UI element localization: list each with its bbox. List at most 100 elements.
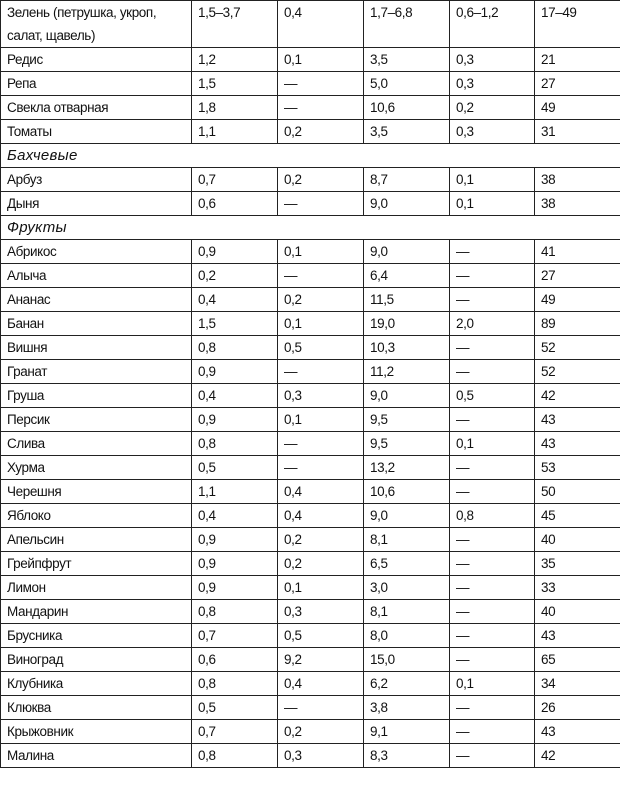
nutrition-table: Зелень (петрушка, укроп, салат, щавель) 1… [0, 0, 620, 768]
value-cell: 0,9 [191, 575, 278, 600]
value-cell: 0,4 [191, 287, 278, 312]
value-cell: — [277, 191, 364, 216]
value-cell: 9,0 [363, 191, 450, 216]
product-name-cell: Банан [0, 311, 192, 336]
value-cell: 42 [534, 383, 620, 408]
product-name-cell: Мандарин [0, 599, 192, 624]
value-cell: 2,0 [449, 311, 535, 336]
value-cell: — [449, 647, 535, 672]
value-cell: 6,2 [363, 671, 450, 696]
value-cell: 0,3 [449, 47, 535, 72]
value-cell: 0,7 [191, 719, 278, 744]
table-row: Клюква 0,5—3,8—26 [0, 695, 620, 720]
value-cell: — [449, 407, 535, 432]
product-name-cell: Слива [0, 431, 192, 456]
table-row: Лимон 0,9 0,1 3,0—33 [0, 575, 620, 600]
table-row: Виноград 0,6 9,2 15,0—65 [0, 647, 620, 672]
value-cell: 49 [534, 95, 620, 120]
table-row: Свекла отварная 1,8—10,6 0,2 49 [0, 95, 620, 120]
product-name-cell: Алыча [0, 263, 192, 288]
value-cell: 0,1 [277, 239, 364, 264]
value-cell: — [449, 287, 535, 312]
value-cell: 0,8 [449, 503, 535, 528]
value-cell: 53 [534, 455, 620, 480]
value-cell: 0,7 [191, 623, 278, 648]
product-name-cell: Томаты [0, 119, 192, 144]
value-cell: 0,1 [449, 431, 535, 456]
value-cell: 31 [534, 119, 620, 144]
value-cell: 0,1 [277, 575, 364, 600]
value-cell: 21 [534, 47, 620, 72]
value-cell: 9,5 [363, 407, 450, 432]
value-cell: 0,2 [277, 551, 364, 576]
value-cell: 0,3 [277, 383, 364, 408]
value-cell: — [277, 95, 364, 120]
table-row: Дыня 0,6—9,0 0,1 38 [0, 191, 620, 216]
value-cell: 43 [534, 407, 620, 432]
value-cell: 10,6 [363, 479, 450, 504]
section-header-row: Фрукты [0, 215, 620, 240]
value-cell: 0,1 [277, 47, 364, 72]
value-cell: 0,5 [191, 455, 278, 480]
value-cell: 0,9 [191, 527, 278, 552]
product-name-cell: Клубника [0, 671, 192, 696]
value-cell: — [449, 719, 535, 744]
value-cell: 0,8 [191, 599, 278, 624]
product-name-cell: Репа [0, 71, 192, 96]
table-row: Персик 0,9 0,1 9,5—43 [0, 407, 620, 432]
product-name-cell: Грейпфрут [0, 551, 192, 576]
value-cell: 10,3 [363, 335, 450, 360]
table-row: Яблоко 0,4 0,4 9,0 0,8 45 [0, 503, 620, 528]
table-body: Зелень (петрушка, укроп, салат, щавель) 1… [0, 0, 620, 768]
value-cell: 0,3 [277, 599, 364, 624]
value-cell: 11,5 [363, 287, 450, 312]
product-name-cell: Черешня [0, 479, 192, 504]
value-cell: 50 [534, 479, 620, 504]
product-name-cell: Ананас [0, 287, 192, 312]
product-name-cell: Дыня [0, 191, 192, 216]
value-cell: 0,1 [277, 407, 364, 432]
value-cell: 3,5 [363, 47, 450, 72]
section-title: Фрукты [0, 215, 620, 240]
table-row: Редис 1,2 0,1 3,5 0,3 21 [0, 47, 620, 72]
value-cell: 8,1 [363, 527, 450, 552]
value-cell: 0,5 [277, 623, 364, 648]
value-cell: 52 [534, 359, 620, 384]
product-name-cell: Вишня [0, 335, 192, 360]
value-cell: 0,8 [191, 335, 278, 360]
table-row: Черешня 1,1 0,4 10,6—50 [0, 479, 620, 504]
table-row: Хурма 0,5—13,2—53 [0, 455, 620, 480]
value-cell: — [449, 527, 535, 552]
value-cell: 0,1 [449, 191, 535, 216]
product-name-cell: Клюква [0, 695, 192, 720]
value-cell: — [449, 743, 535, 768]
value-cell: 11,2 [363, 359, 450, 384]
value-cell: 0,2 [277, 167, 364, 192]
value-cell: 41 [534, 239, 620, 264]
value-cell: — [449, 239, 535, 264]
table-row: Малина 0,8 0,3 8,3—42 [0, 743, 620, 768]
value-cell: 1,5–3,7 [191, 0, 278, 48]
value-cell: 0,2 [449, 95, 535, 120]
value-cell: 1,5 [191, 311, 278, 336]
value-cell: — [277, 431, 364, 456]
value-cell: 40 [534, 599, 620, 624]
value-cell: 19,0 [363, 311, 450, 336]
value-cell: 0,2 [277, 119, 364, 144]
value-cell: 42 [534, 743, 620, 768]
value-cell: 10,6 [363, 95, 450, 120]
value-cell: — [449, 335, 535, 360]
value-cell: 8,7 [363, 167, 450, 192]
value-cell: — [277, 695, 364, 720]
table-row: Томаты 1,1 0,2 3,5 0,3 31 [0, 119, 620, 144]
product-name-cell: Крыжовник [0, 719, 192, 744]
value-cell: 49 [534, 287, 620, 312]
value-cell: 27 [534, 71, 620, 96]
value-cell: 0,3 [449, 119, 535, 144]
value-cell: — [449, 359, 535, 384]
value-cell: 0,1 [449, 671, 535, 696]
value-cell: 0,4 [277, 479, 364, 504]
product-name-cell: Груша [0, 383, 192, 408]
table-row: Ананас 0,4 0,2 11,5—49 [0, 287, 620, 312]
value-cell: 0,8 [191, 671, 278, 696]
